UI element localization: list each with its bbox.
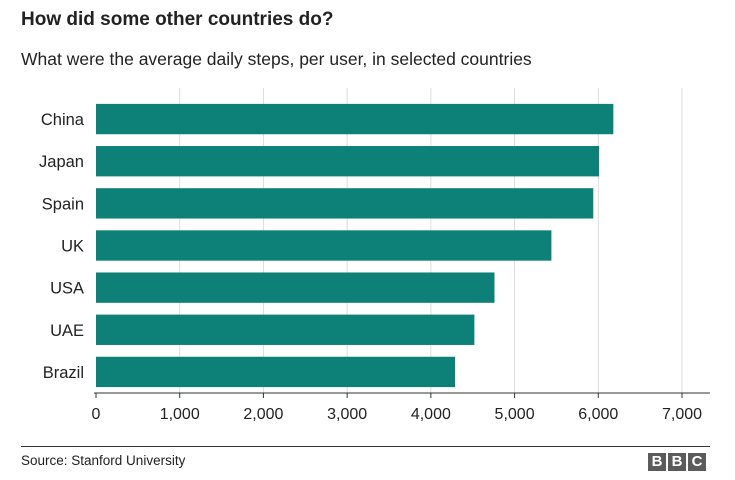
x-tick-label: 6,000 <box>578 406 618 423</box>
x-tick-label: 7,000 <box>662 406 702 423</box>
bar-chart: China Japan Spain UK USA UAE Brazil 0 1,000 2,000… <box>39 88 710 423</box>
x-tick-label: 0 <box>92 406 101 423</box>
bar <box>96 230 552 261</box>
category-label: UK <box>61 238 84 256</box>
chart-title: How did some other countries do? <box>21 9 334 30</box>
category-label: China <box>41 111 85 129</box>
category-label: Spain <box>42 195 84 213</box>
chart-subtitle: What were the average daily steps, per u… <box>21 49 532 69</box>
x-tick-label: 2,000 <box>243 406 283 423</box>
category-label: Japan <box>39 153 84 171</box>
bbc-logo-letter: B <box>648 453 666 471</box>
bbc-logo-letter: C <box>688 453 706 471</box>
bar <box>96 356 456 388</box>
bbc-logo: B B C <box>648 453 706 471</box>
bar <box>96 272 495 303</box>
category-label: Brazil <box>43 364 84 382</box>
category-label: USA <box>50 280 84 298</box>
x-tick-label: 3,000 <box>327 406 367 423</box>
bar <box>96 103 614 135</box>
x-tick-label: 5,000 <box>495 406 535 423</box>
bar <box>96 188 594 219</box>
source-note: Source: Stanford University <box>21 453 186 468</box>
x-tick-label: 4,000 <box>411 406 451 423</box>
footer-divider <box>21 446 710 447</box>
bbc-logo-letter: B <box>668 453 686 471</box>
bar <box>96 314 475 345</box>
category-label: UAE <box>50 322 84 340</box>
x-tick-label: 1,000 <box>160 406 200 423</box>
bar <box>96 146 600 177</box>
